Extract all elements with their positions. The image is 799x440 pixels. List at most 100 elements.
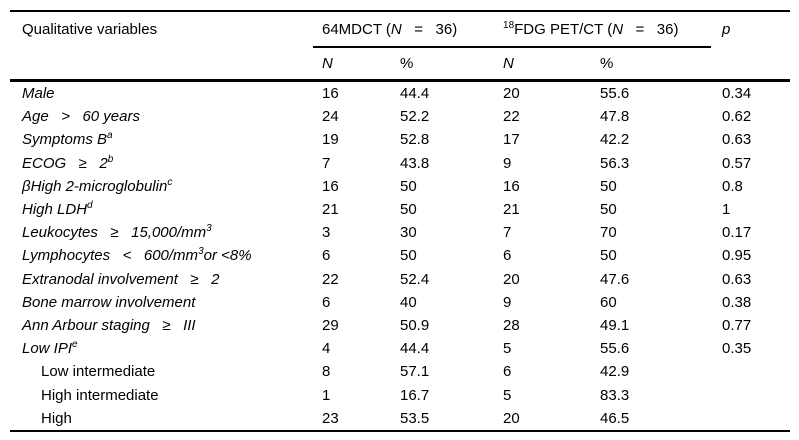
variable-label-cell: Lymphocytes < 600/mm3or <8% <box>22 246 252 265</box>
mdct-percent-cell: 50 <box>400 177 417 195</box>
pet-n-cell: 21 <box>503 201 520 219</box>
statistics-table-container: Qualitative variables 64MDCT (N = 36) 18… <box>10 10 791 432</box>
p-value-cell: 0.63 <box>722 270 752 288</box>
table-row: Extranodal involvement ≥ 2 22 52.4 20 47… <box>10 268 790 291</box>
variable-label-cell: High LDHd <box>22 200 93 219</box>
p-value-cell: 0.8 <box>722 177 743 195</box>
mdct-percent-cell: 52.8 <box>400 131 430 149</box>
mdct-percent-cell: 16.7 <box>400 386 430 404</box>
mdct-n-cell: 29 <box>322 316 339 334</box>
table-row: Low intermediate 8 57.1 6 42.9 <box>10 360 790 383</box>
table-row: Age > 60 years 24 52.2 22 47.8 0.62 <box>10 105 790 128</box>
mdct-n-cell: 3 <box>322 224 331 242</box>
mdct-n-cell: 22 <box>322 270 339 288</box>
variable-label-cell: Low IPIe <box>22 339 78 358</box>
mdct-percent-cell: 43.8 <box>400 154 430 172</box>
pet-percent-cell: 70 <box>600 224 617 242</box>
table-row: Symptoms Ba 19 52.8 17 42.2 0.63 <box>10 128 790 151</box>
table-row: Ann Arbour staging ≥ III 29 50.9 28 49.1… <box>10 314 790 337</box>
pet-n-cell: 22 <box>503 108 520 126</box>
variable-label-cell: Age > 60 years <box>22 108 140 126</box>
mdct-percent-cell: 53.5 <box>400 409 430 427</box>
variable-label-cell: Male <box>22 85 55 103</box>
pet-n-cell: 20 <box>503 409 520 427</box>
pet-percent-cell: 47.8 <box>600 108 630 126</box>
pet-n-cell: 5 <box>503 386 512 404</box>
header-sub-row: N % N % <box>10 47 791 82</box>
pet-n-cell: 16 <box>503 177 520 195</box>
qualitative-variables-table: Qualitative variables 64MDCT (N = 36) 18… <box>10 10 791 432</box>
table-row: Low IPIe 4 44.4 5 55.6 0.35 <box>10 337 790 360</box>
header-mdct-n: N <box>313 47 400 82</box>
mdct-n-cell: 6 <box>322 293 331 311</box>
header-group-18fdg-petct: 18FDG PET/CT (N = 36) <box>503 11 712 48</box>
pet-n-cell: 5 <box>503 340 512 358</box>
p-value-cell: 0.17 <box>722 224 752 242</box>
variable-label-cell: Bone marrow involvement <box>22 293 196 311</box>
variable-label-cell: Ann Arbour staging ≥ III <box>22 316 196 334</box>
variable-label-cell: Extranodal involvement ≥ 2 <box>22 270 220 288</box>
pet-percent-cell: 83.3 <box>600 386 630 404</box>
p-value-cell: 0.35 <box>722 340 752 358</box>
mdct-percent-cell: 50.9 <box>400 316 430 334</box>
pet-percent-cell: 42.2 <box>600 131 630 149</box>
mdct-n-cell: 7 <box>322 154 331 172</box>
pet-percent-cell: 42.9 <box>600 363 630 381</box>
mdct-percent-cell: 50 <box>400 201 417 219</box>
header-spacer <box>10 47 313 82</box>
p-value-cell: 0.34 <box>722 85 752 103</box>
header-pet-n: N <box>503 47 601 82</box>
variable-label-cell: ECOG ≥ 2b <box>22 153 114 172</box>
mdct-percent-cell: 52.2 <box>400 108 430 126</box>
mdct-n-cell: 16 <box>322 85 339 103</box>
p-value-cell: 0.62 <box>722 108 752 126</box>
table-row: ECOG ≥ 2b 7 43.8 9 56.3 0.57 <box>10 152 790 175</box>
mdct-n-cell: 19 <box>322 131 339 149</box>
pet-percent-cell: 56.3 <box>600 154 630 172</box>
pet-percent-cell: 55.6 <box>600 340 630 358</box>
header-pet-percent: % <box>600 47 712 82</box>
pet-n-cell: 9 <box>503 293 512 311</box>
p-value-cell: 0.57 <box>722 154 752 172</box>
table-row: βHigh 2-microglobulinc 16 50 16 50 0.8 <box>10 175 790 198</box>
pet-percent-cell: 47.6 <box>600 270 630 288</box>
p-value-cell: 0.38 <box>722 293 752 311</box>
pet-percent-cell: 50 <box>600 177 617 195</box>
p-value-cell: 0.77 <box>722 316 752 334</box>
p-value-cell: 0.63 <box>722 131 752 149</box>
variable-label-cell: Leukocytes ≥ 15,000/mm3 <box>22 223 212 242</box>
mdct-n-cell: 21 <box>322 201 339 219</box>
pet-percent-cell: 55.6 <box>600 85 630 103</box>
p-value-cell <box>711 407 790 431</box>
pet-n-cell: 20 <box>503 270 520 288</box>
mdct-n-cell: 24 <box>322 108 339 126</box>
mdct-n-cell: 8 <box>322 363 331 381</box>
header-spacer <box>711 47 791 82</box>
pet-percent-cell: 46.5 <box>600 409 630 427</box>
header-group-row: Qualitative variables 64MDCT (N = 36) 18… <box>10 11 790 48</box>
pet-percent-cell: 60 <box>600 293 617 311</box>
pet-n-cell: 17 <box>503 131 520 149</box>
variable-label-cell: Symptoms Ba <box>22 130 113 149</box>
table-row: Leukocytes ≥ 15,000/mm3 3 30 7 70 0.17 <box>10 221 790 244</box>
pet-percent-cell: 50 <box>600 201 617 219</box>
mdct-percent-cell: 40 <box>400 293 417 311</box>
mdct-percent-cell: 44.4 <box>400 85 430 103</box>
table-header: Qualitative variables 64MDCT (N = 36) 18… <box>10 11 791 82</box>
pet-n-cell: 7 <box>503 224 512 242</box>
pet-n-cell: 28 <box>503 316 520 334</box>
table-row: High intermediate 1 16.7 5 83.3 <box>10 383 790 406</box>
mdct-n-cell: 23 <box>322 409 339 427</box>
header-mdct-percent: % <box>400 47 504 82</box>
mdct-percent-cell: 30 <box>400 224 417 242</box>
variable-label-cell: βHigh 2-microglobulinc <box>22 176 173 195</box>
mdct-n-cell: 6 <box>322 247 331 265</box>
mdct-percent-cell: 57.1 <box>400 363 430 381</box>
header-group-64mdct: 64MDCT (N = 36) <box>313 11 504 48</box>
mdct-n-cell: 1 <box>322 386 331 404</box>
p-value-cell <box>711 383 790 406</box>
table-row: Bone marrow involvement 6 40 9 60 0.38 <box>10 291 790 314</box>
variable-label-cell: High <box>41 409 72 427</box>
p-value-cell <box>711 360 790 383</box>
p-value-cell: 0.95 <box>722 247 752 265</box>
